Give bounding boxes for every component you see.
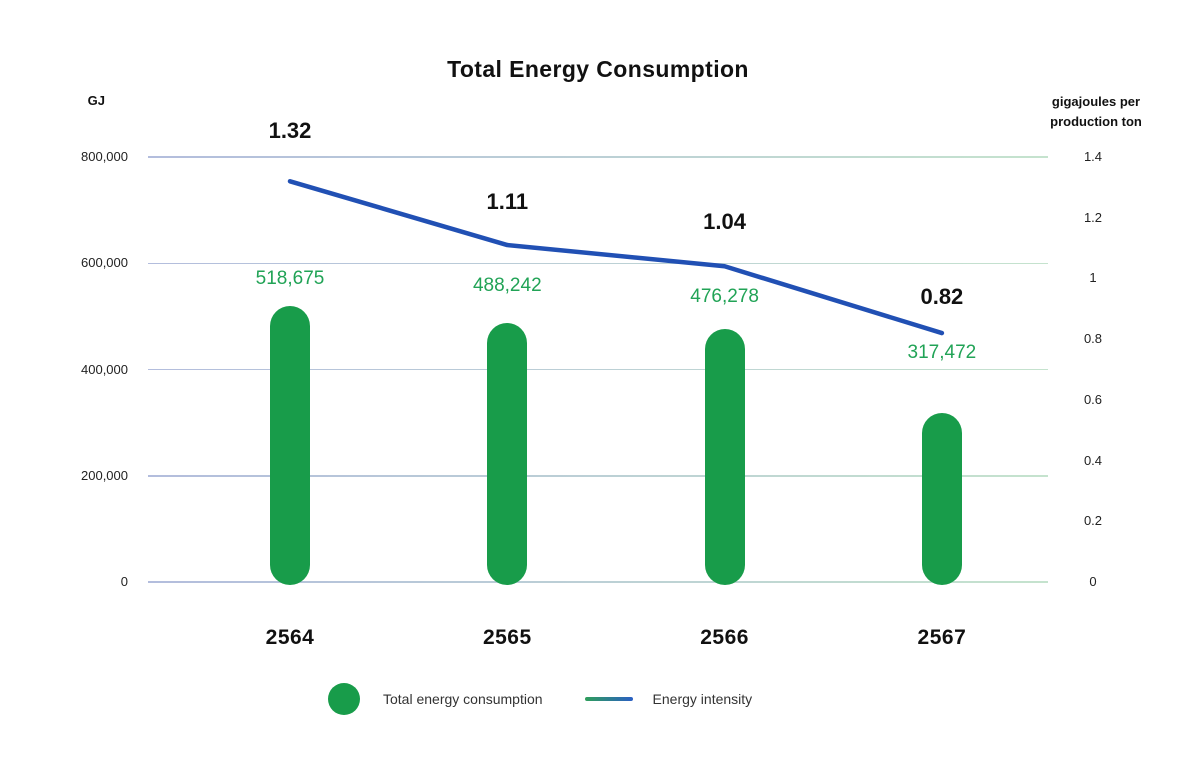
left-axis-tick: 0 [120,574,128,589]
line-value-label: 1.32 [268,118,312,144]
left-axis-tick: 600,000 [81,255,128,271]
left-axis-tick: 800,000 [81,149,128,164]
gridline [148,475,1048,477]
bar-value-label: 317,472 [907,342,977,364]
gridline [148,581,1048,583]
bar-series-legend-label: Total energy consumption [383,691,543,707]
x-axis-label-2567: 2567 [917,626,967,649]
right-axis-tick: 0.2 [1083,513,1103,529]
chart-title: Total Energy Consumption [447,56,749,82]
right-axis-tick: 1.4 [1083,149,1103,164]
left-axis-tick: 200,000 [81,467,128,483]
right-axis-tick: 1.2 [1083,209,1103,225]
gridline [148,156,1048,158]
bar-2564 [270,306,310,585]
right-axis-title: gigajoules per production ton [1040,92,1152,132]
left-axis-tick: 400,000 [81,361,128,377]
line-series-legend-marker-icon [584,697,633,701]
line-series-legend-label: Energy intensity [652,691,753,707]
right-axis-tick: 0 [1089,574,1097,589]
left-axis-title: GJ [87,93,105,108]
line-value-label: 1.11 [486,189,529,215]
bar-2565 [487,322,528,585]
line-value-label: 0.82 [920,284,964,310]
gridline [148,368,1048,371]
x-axis-label-2565: 2565 [482,626,532,649]
bar-value-label: 518,675 [255,268,325,290]
gridline [148,262,1048,264]
bar-2566 [704,328,745,585]
bar-value-label: 476,278 [690,285,759,307]
right-axis-tick: 0.6 [1083,391,1103,407]
bar-value-label: 488,242 [472,274,542,296]
x-axis-label-2564: 2564 [265,626,315,649]
right-axis-tick: 1 [1089,270,1097,286]
right-axis-title-line2: production ton [1050,114,1142,129]
bar-2567 [921,413,962,585]
legend: Total energy consumption Energy intensit… [328,683,752,715]
right-axis-title-line1: gigajoules per [1051,94,1141,109]
line-value-label: 1.04 [703,209,746,235]
right-axis-tick: 0.8 [1083,331,1103,347]
x-axis-label-2566: 2566 [700,626,749,649]
bar-series-legend-marker-icon [328,683,360,715]
right-axis-tick: 0.4 [1083,452,1103,468]
